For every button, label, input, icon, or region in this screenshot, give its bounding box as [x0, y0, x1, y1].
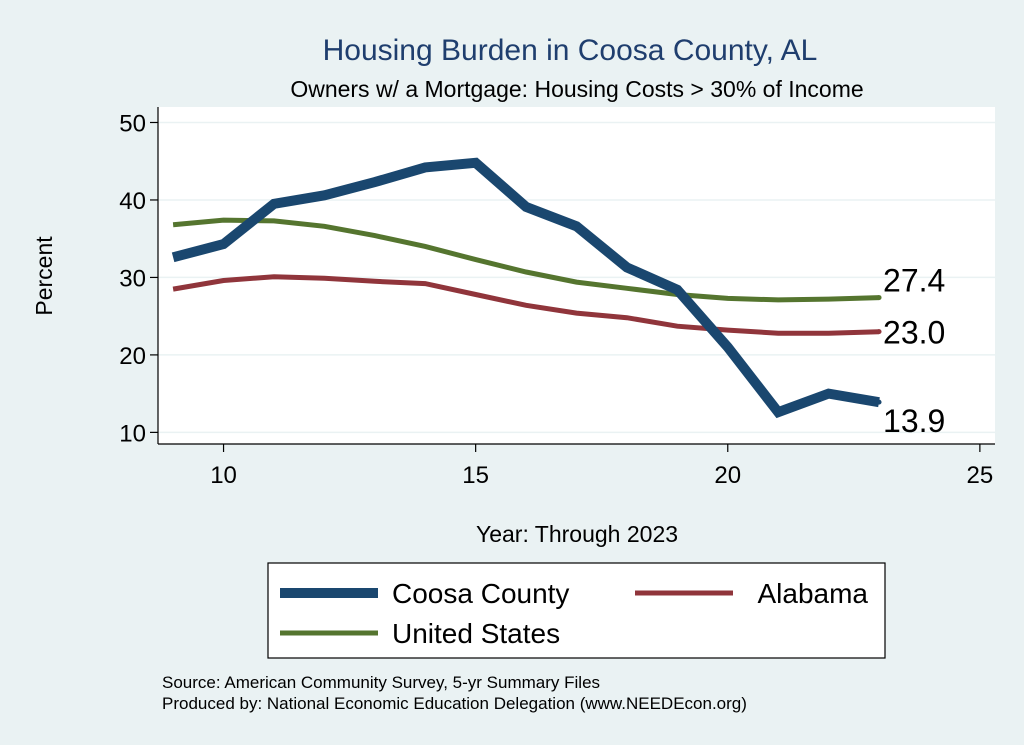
y-tick-label: 10 [119, 420, 146, 447]
x-axis-title: Year: Through 2023 [476, 521, 678, 547]
y-tick-label: 20 [119, 343, 146, 370]
legend-label-coosa-county: Coosa County [392, 578, 569, 609]
x-tick-label: 10 [210, 462, 237, 489]
x-ticks: 10 15 20 25 [210, 444, 993, 489]
series-line-united-states [172, 217, 880, 303]
legend-box [267, 562, 886, 659]
producer-note: Produced by: National Economic Education… [162, 694, 747, 713]
end-label-alabama: 23.0 [883, 315, 945, 351]
chart-subtitle: Owners w/ a Mortgage: Housing Costs > 30… [290, 76, 863, 102]
x-tick-label: 15 [462, 462, 489, 489]
y-tick-label: 30 [119, 265, 146, 292]
legend-label-united-states: United States [392, 618, 560, 649]
legend-label-alabama: Alabama [757, 578, 868, 609]
x-tick-label: 25 [967, 462, 994, 489]
chart-title: Housing Burden in Coosa County, AL [323, 34, 818, 67]
endpoint-marker-coosa-county [876, 399, 882, 405]
endpoint-marker-united-states [876, 295, 882, 301]
source-note: Source: American Community Survey, 5-yr … [162, 673, 600, 692]
endpoint-marker-alabama [876, 329, 882, 335]
axes [157, 107, 995, 445]
series-line-coosa-county [171, 157, 880, 419]
series-lines [171, 157, 882, 419]
end-label-united-states: 27.4 [883, 263, 945, 299]
y-tick-label: 50 [119, 110, 146, 137]
legend: Coosa County Alabama United States [280, 578, 868, 649]
y-axis-title: Percent [31, 236, 57, 316]
series-line-alabama [172, 274, 880, 336]
end-labels: 13.9 23.0 27.4 [883, 263, 945, 440]
x-tick-label: 20 [714, 462, 741, 489]
y-ticks: 10 20 30 40 50 [119, 110, 158, 447]
y-tick-label: 40 [119, 188, 146, 215]
end-label-coosa-county: 13.9 [883, 403, 945, 439]
